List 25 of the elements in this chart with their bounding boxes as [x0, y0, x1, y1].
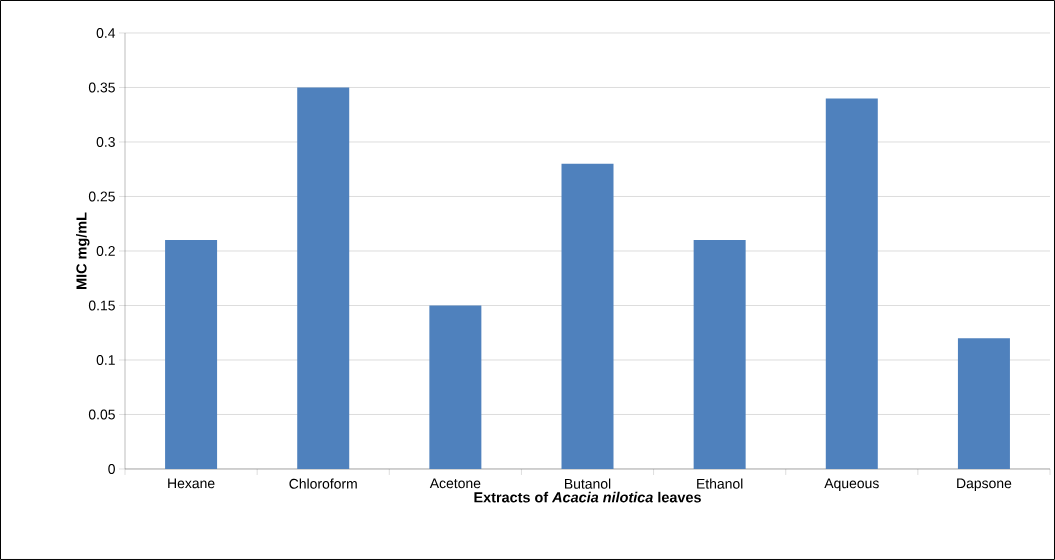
y-tick-label: 0.3 — [96, 137, 115, 147]
x-tick-label: Hexane — [168, 478, 215, 489]
x-tick-label: Dapsone — [957, 478, 1012, 491]
x-tick-label: Butanol — [564, 478, 611, 489]
bar — [165, 240, 218, 469]
y-tick-label: 0.35 — [88, 82, 115, 93]
y-axis-title: MIC mg/mL — [75, 212, 90, 289]
y-tick-label: 0.1 — [96, 355, 115, 365]
bar — [429, 305, 482, 469]
y-tick-label: 0.05 — [88, 409, 115, 420]
y-tick-label: 0.25 — [88, 191, 115, 202]
y-tick-label: 0 — [108, 464, 115, 474]
x-tick-label: Aqueous — [824, 478, 879, 491]
y-tick-label: 0.2 — [96, 246, 115, 256]
bar — [693, 240, 746, 469]
bar — [957, 338, 1010, 469]
bar — [825, 98, 878, 469]
y-tick-label: 0.4 — [96, 28, 116, 38]
bar — [297, 87, 350, 469]
text: Extracts of Acacia nilotica leaves — [474, 491, 701, 503]
x-tick-label: Acetone — [429, 478, 481, 489]
x-tick-label: Chloroform — [289, 478, 357, 489]
x-tick-label: Ethanol — [697, 478, 743, 489]
bar — [561, 163, 614, 469]
y-tick-label: 0.15 — [88, 300, 115, 311]
